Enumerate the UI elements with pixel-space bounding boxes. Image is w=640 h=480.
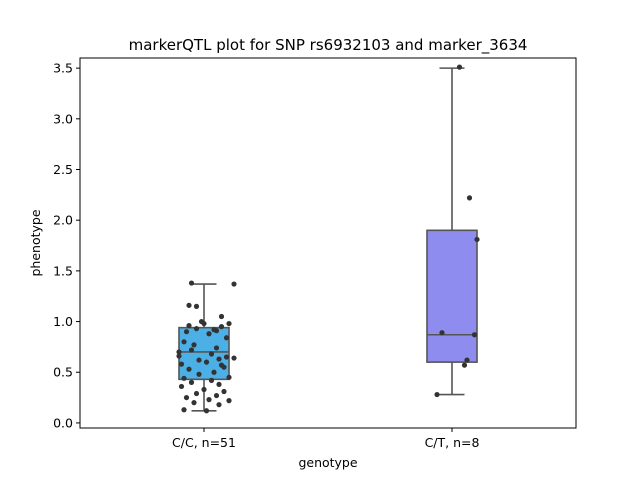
- data-point: [226, 398, 232, 404]
- data-point: [211, 327, 217, 333]
- data-point: [211, 369, 217, 375]
- data-point: [191, 342, 197, 348]
- data-point: [201, 386, 207, 393]
- y-tick-label: 1.5: [53, 263, 73, 278]
- data-point: [178, 361, 185, 367]
- data-point: [471, 332, 478, 338]
- y-tick-label: 0.5: [53, 365, 73, 380]
- data-point: [193, 326, 200, 332]
- data-point: [464, 357, 470, 363]
- data-point: [178, 383, 185, 390]
- data-point: [186, 302, 192, 308]
- x-axis-label: genotype: [298, 455, 357, 470]
- data-point: [208, 377, 215, 383]
- data-point: [213, 345, 220, 351]
- data-point: [231, 281, 237, 287]
- data-point: [186, 323, 192, 329]
- data-point: [466, 195, 473, 201]
- x-tick-label: C/T, n=8: [425, 435, 480, 450]
- data-point: [216, 356, 222, 362]
- data-point: [188, 280, 195, 286]
- y-tick-label: 0.0: [53, 415, 73, 430]
- x-axis: C/C, n=51 C/T, n=8: [172, 428, 479, 450]
- data-point: [203, 359, 210, 365]
- box-group: [426, 64, 480, 398]
- data-point: [231, 355, 237, 361]
- data-point: [176, 353, 182, 359]
- data-point: [181, 339, 187, 345]
- data-point: [456, 64, 463, 70]
- data-point: [223, 335, 230, 341]
- iqr-box: [178, 326, 230, 381]
- data-point: [223, 354, 230, 360]
- data-point: [186, 366, 192, 372]
- data-point: [226, 374, 232, 380]
- data-point: [213, 392, 220, 399]
- data-point: [218, 313, 225, 320]
- plot-frame: [79, 57, 577, 429]
- data-point: [203, 408, 210, 414]
- x-tick-label: C/C, n=51: [172, 435, 236, 450]
- data-point: [206, 397, 212, 403]
- data-point: [474, 236, 480, 243]
- data-point: [198, 318, 205, 325]
- data-point: [188, 379, 195, 385]
- data-point: [191, 400, 197, 406]
- data-point: [181, 375, 187, 381]
- data-point: [216, 381, 222, 388]
- box-group: [176, 280, 237, 414]
- data-point: [216, 402, 222, 408]
- y-axis: 0.0 0.5 1.0 1.5 2.0 2.5 3.0 3.5: [53, 61, 80, 430]
- data-point: [206, 331, 212, 337]
- iqr-box: [426, 229, 478, 363]
- data-point: [208, 351, 215, 357]
- data-point: [434, 391, 440, 398]
- data-point: [461, 362, 468, 368]
- data-point: [183, 329, 190, 335]
- data-point: [196, 371, 202, 377]
- data-point: [193, 303, 200, 309]
- y-axis-label: phenotype: [28, 209, 43, 276]
- data-point: [196, 357, 202, 363]
- data-point: [176, 349, 182, 355]
- data-point: [439, 330, 445, 336]
- data-point: [221, 388, 227, 395]
- data-point: [218, 324, 225, 330]
- y-tick-label: 2.5: [53, 162, 73, 177]
- y-tick-label: 1.0: [53, 314, 73, 329]
- data-point: [226, 320, 232, 327]
- chart-title: markerQTL plot for SNP rs6932103 and mar…: [129, 36, 528, 55]
- plot-area: [176, 64, 480, 414]
- data-point: [181, 407, 187, 413]
- data-point: [218, 362, 225, 368]
- y-tick-label: 3.0: [53, 111, 73, 126]
- y-tick-label: 2.0: [53, 213, 73, 228]
- data-point: [183, 394, 190, 401]
- y-tick-label: 3.5: [53, 61, 73, 76]
- data-point: [188, 347, 195, 353]
- data-point: [193, 390, 200, 397]
